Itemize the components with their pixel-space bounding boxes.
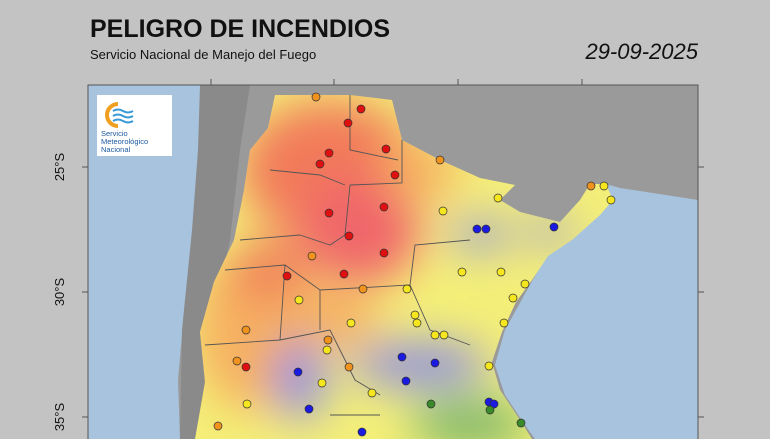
map (88, 85, 698, 439)
date: 29-09-2025 (584, 39, 698, 64)
subtitle: Servicio Nacional de Manejo del Fuego (90, 47, 316, 62)
logo-text: Meteorológico (101, 137, 148, 146)
lat-label: 25°S (52, 153, 67, 182)
logo: Servicio Meteorológico Nacional (97, 95, 172, 156)
lat-label: 30°S (52, 278, 67, 307)
title: PELIGRO DE INCENDIOS (90, 15, 390, 43)
logo-text: Nacional (101, 145, 131, 154)
lat-label: 35°S (52, 403, 67, 432)
map-frame (87, 84, 699, 439)
lat-ticks (82, 79, 704, 418)
logo-text: Servicio (101, 129, 128, 138)
